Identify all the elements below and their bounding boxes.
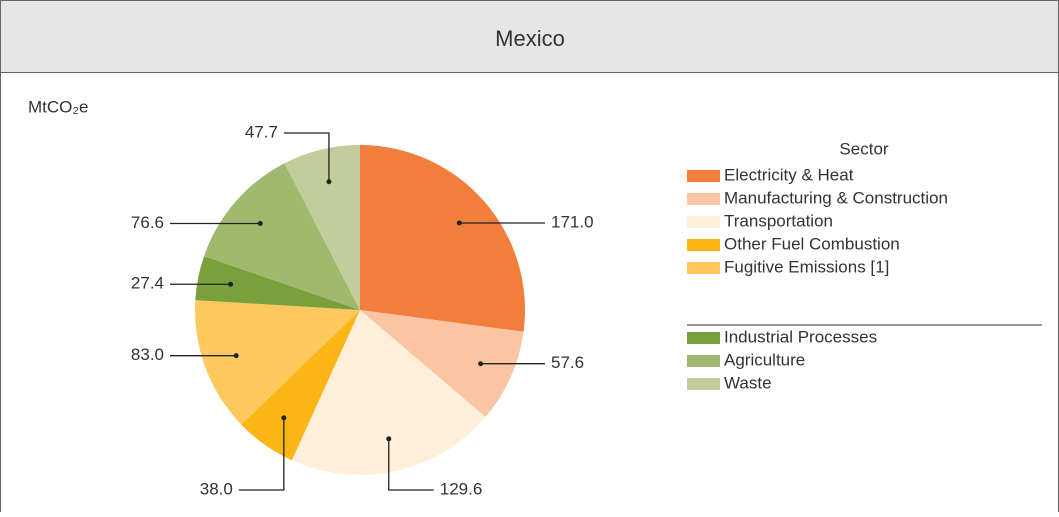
- legend-label: Transportation: [724, 211, 833, 230]
- legend-label: Manufacturing & Construction: [724, 188, 948, 207]
- legend-swatch: [687, 170, 720, 182]
- header: [0, 0, 1059, 73]
- data-label: 57.6: [551, 353, 584, 372]
- legend-label: Fugitive Emissions [1]: [724, 257, 889, 276]
- data-label: 38.0: [200, 479, 233, 498]
- legend-label: Industrial Processes: [724, 327, 877, 346]
- legend-swatch: [687, 262, 720, 274]
- leader-line: [238, 417, 285, 491]
- chart-title: Mexico: [495, 26, 565, 51]
- legend-label: Agriculture: [724, 350, 805, 369]
- data-label: 27.4: [131, 274, 164, 293]
- pie-slice: [204, 163, 360, 310]
- unit-label: MtCO₂e: [28, 97, 88, 116]
- legend-label: Waste: [724, 373, 772, 392]
- leader-line: [388, 438, 434, 491]
- legend-swatch: [687, 355, 720, 367]
- pie-slice: [291, 310, 486, 475]
- legend-swatch: [687, 332, 720, 344]
- legend-swatch: [687, 239, 720, 251]
- pie-slice: [360, 145, 525, 332]
- data-label: 129.6: [440, 479, 483, 498]
- pie-slice: [195, 256, 360, 310]
- data-label: 83.0: [131, 345, 164, 364]
- legend-label: Other Fuel Combustion: [724, 234, 900, 253]
- legend-swatch: [687, 193, 720, 205]
- pie-slice: [360, 310, 524, 418]
- pie-slice: [241, 310, 360, 461]
- data-label: 171.0: [551, 213, 594, 232]
- pie-slice: [284, 145, 360, 310]
- data-label: 47.7: [245, 122, 278, 141]
- legend-swatch: [687, 378, 720, 390]
- leader-line: [283, 132, 330, 182]
- legend-swatch: [687, 216, 720, 228]
- pie-slice: [195, 300, 360, 425]
- legend-title: Sector: [839, 139, 888, 158]
- data-label: 76.6: [131, 213, 164, 232]
- legend-label: Electricity & Heat: [724, 165, 854, 184]
